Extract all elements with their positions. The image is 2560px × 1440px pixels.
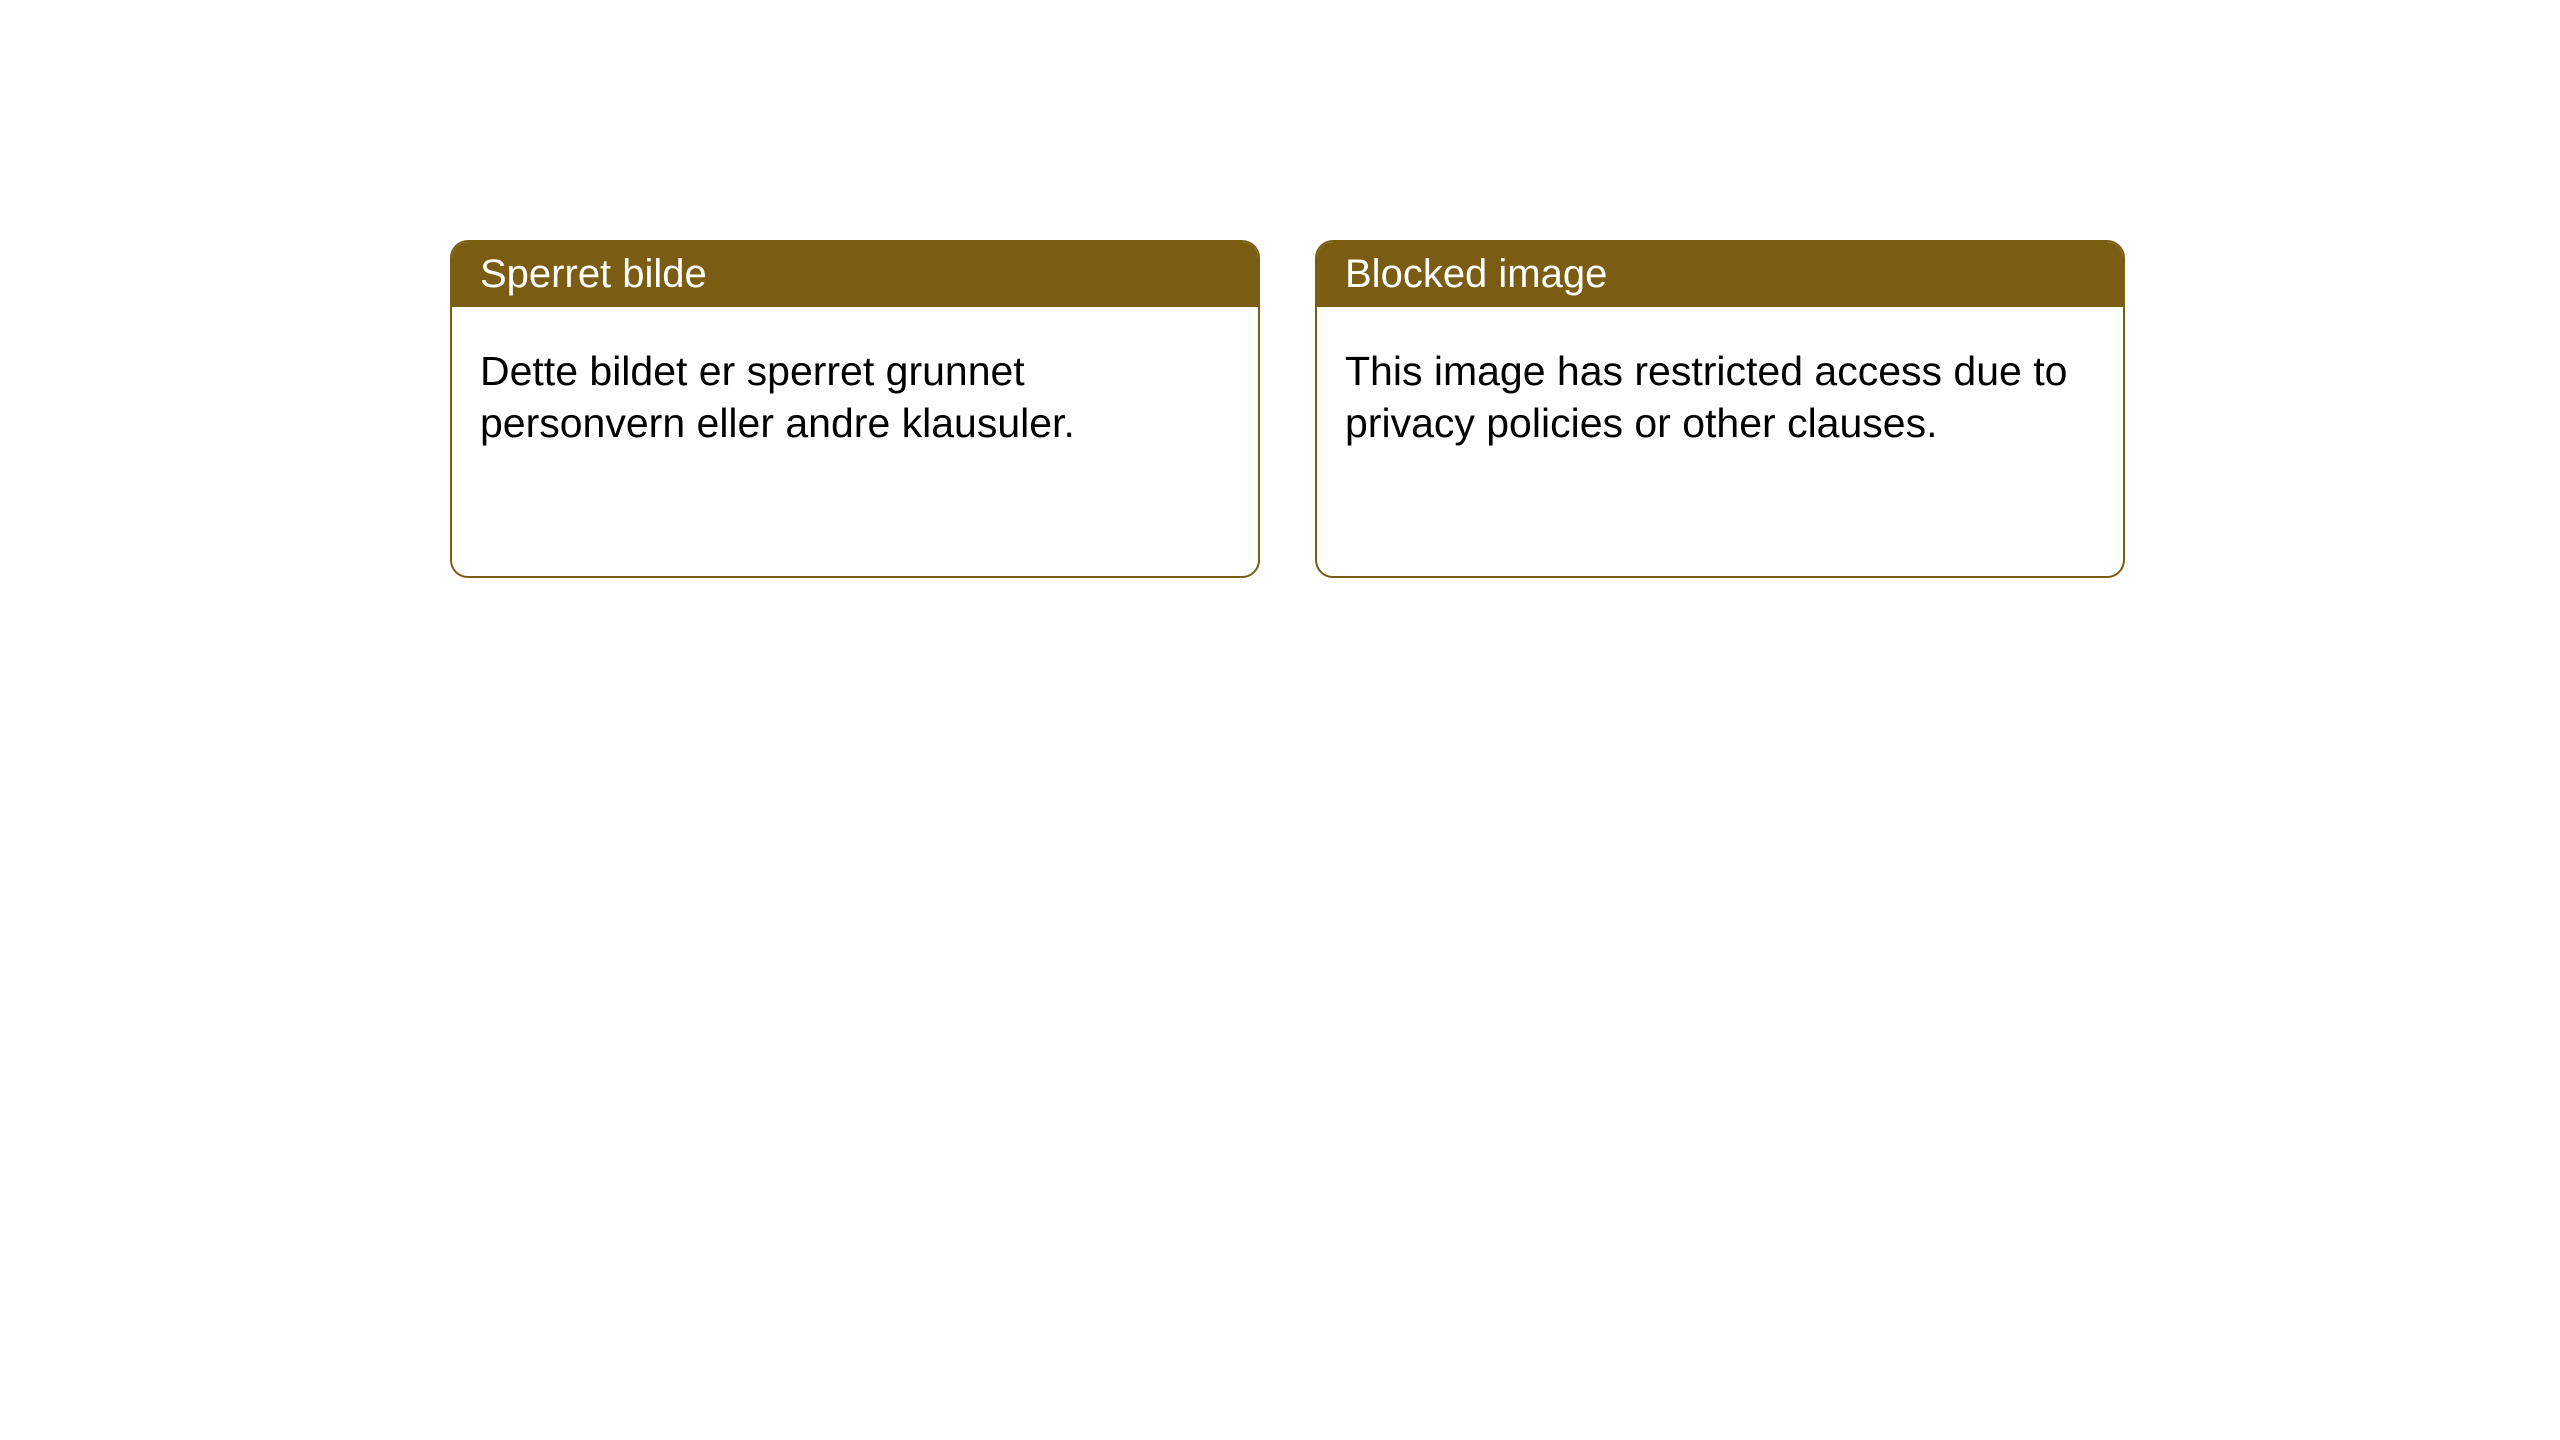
blocked-image-card-en: Blocked image This image has restricted … <box>1315 240 2125 578</box>
card-title: Sperret bilde <box>480 252 707 296</box>
card-body-text: Dette bildet er sperret grunnet personve… <box>480 348 1075 446</box>
blocked-image-card-no: Sperret bilde Dette bildet er sperret gr… <box>450 240 1260 578</box>
card-body: Dette bildet er sperret grunnet personve… <box>452 307 1258 488</box>
card-header: Sperret bilde <box>452 242 1258 307</box>
card-title: Blocked image <box>1345 252 1607 296</box>
card-header: Blocked image <box>1317 242 2123 307</box>
card-body: This image has restricted access due to … <box>1317 307 2123 488</box>
card-body-text: This image has restricted access due to … <box>1345 348 2067 446</box>
cards-container: Sperret bilde Dette bildet er sperret gr… <box>0 0 2560 578</box>
